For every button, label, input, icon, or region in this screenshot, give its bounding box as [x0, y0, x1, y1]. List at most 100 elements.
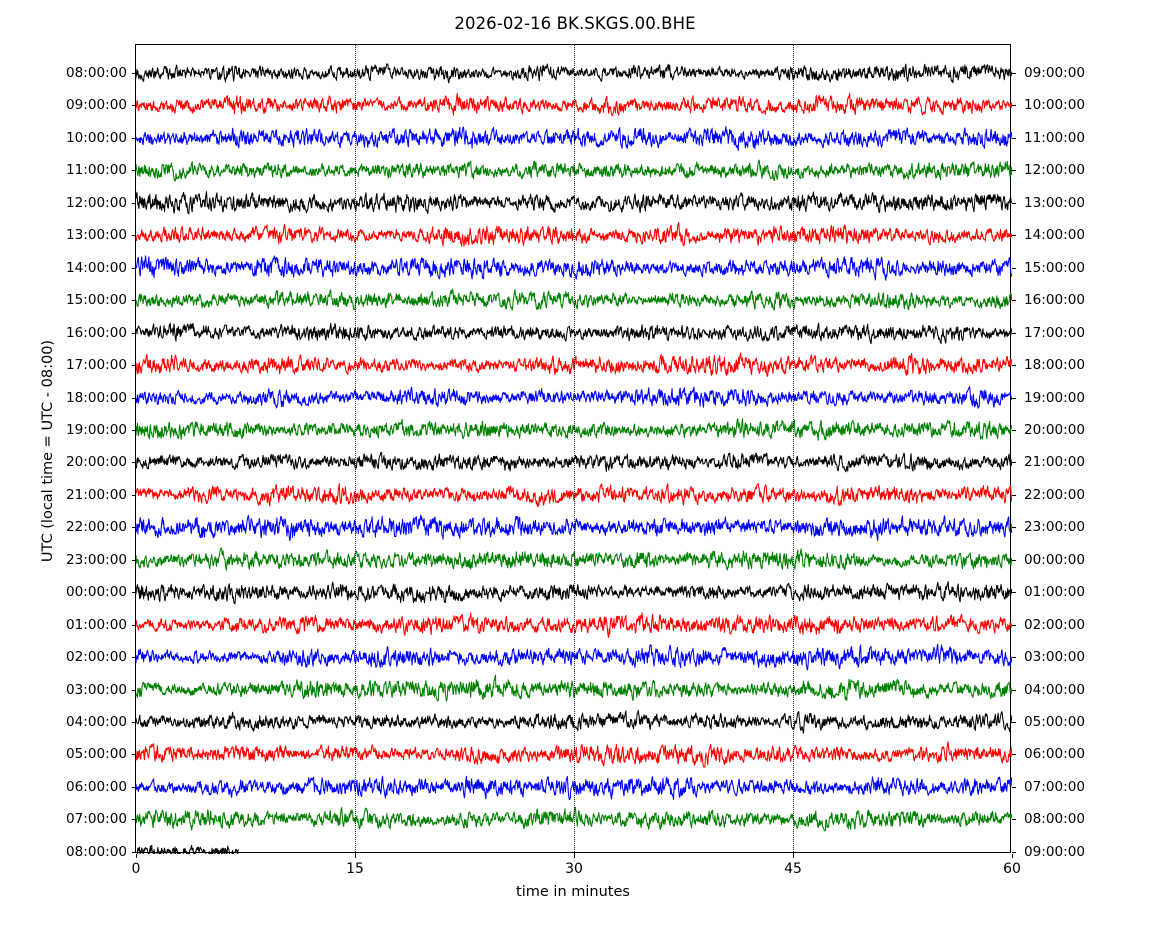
y-tick-label-left: 15:00:00 — [65, 292, 127, 309]
y-tick-label-right: 12:00:00 — [1024, 162, 1086, 179]
y-tick-mark-left — [132, 559, 136, 561]
y-tick-label-right: 06:00:00 — [1024, 746, 1086, 763]
y-tick-label-left: 01:00:00 — [65, 616, 127, 633]
y-tick-label-right: 05:00:00 — [1024, 714, 1086, 730]
x-tick-label: 0 — [131, 861, 141, 877]
y-tick-label-left: 14:00:00 — [65, 259, 127, 276]
y-tick-mark-right — [1012, 819, 1016, 821]
y-tick-mark-right — [1012, 786, 1016, 788]
y-tick-mark-right — [1012, 689, 1016, 691]
y-tick-label-left: 16:00:00 — [65, 324, 127, 341]
y-tick-label-right: 01:00:00 — [1024, 584, 1086, 601]
y-tick-label-right: 14:00:00 — [1024, 227, 1086, 244]
y-tick-label-left: 13:00:00 — [65, 227, 127, 244]
y-tick-mark-left — [132, 786, 136, 788]
y-tick-mark-right — [1012, 170, 1016, 172]
y-tick-mark-left — [132, 754, 136, 756]
y-tick-label-right: 11:00:00 — [1024, 129, 1086, 146]
y-tick-mark-right — [1012, 429, 1016, 431]
y-tick-label-left: 08:00:00 — [65, 843, 127, 860]
y-tick-label-right: 03:00:00 — [1024, 649, 1086, 666]
y-tick-label-left: 05:00:00 — [65, 746, 127, 763]
y-tick-mark-right — [1012, 527, 1016, 529]
x-tick-label: 60 — [1003, 861, 1021, 877]
y-tick-mark-left — [132, 689, 136, 691]
y-tick-mark-right — [1012, 332, 1016, 334]
y-tick-mark-left — [132, 170, 136, 172]
y-tick-label-right: 07:00:00 — [1024, 778, 1086, 795]
y-tick-label-right: 02:00:00 — [1024, 616, 1086, 633]
y-tick-label-right: 22:00:00 — [1024, 486, 1086, 503]
y-tick-label-right: 18:00:00 — [1024, 357, 1086, 374]
y-tick-label-left: 00:00:00 — [65, 584, 127, 601]
y-tick-mark-right — [1012, 494, 1016, 496]
y-tick-mark-left — [132, 462, 136, 464]
y-tick-mark-left — [132, 365, 136, 367]
y-tick-label-right: 13:00:00 — [1024, 194, 1086, 211]
trace-line — [136, 844, 239, 854]
y-tick-mark-left — [132, 494, 136, 496]
y-tick-label-right: 16:00:00 — [1024, 292, 1086, 309]
y-tick-mark-left — [132, 527, 136, 529]
y-tick-mark-left — [132, 819, 136, 821]
y-tick-label-left: 12:00:00 — [65, 194, 127, 211]
y-tick-label-right: 15:00:00 — [1024, 259, 1086, 276]
x-tick-label: 30 — [565, 861, 583, 877]
y-tick-label-left: 17:00:00 — [65, 357, 127, 374]
y-tick-mark-left — [132, 73, 136, 74]
x-tick-mark — [574, 854, 575, 858]
y-tick-label-left: 23:00:00 — [65, 551, 127, 568]
x-gridline — [793, 45, 794, 854]
page-title: 2026-02-16 BK.SKGS.00.BHE — [454, 14, 696, 33]
y-tick-mark-right — [1012, 300, 1016, 302]
y-tick-mark-right — [1012, 267, 1016, 269]
y-tick-mark-right — [1012, 624, 1016, 626]
x-tick-mark — [793, 854, 794, 858]
y-tick-mark-right — [1012, 397, 1016, 399]
y-tick-mark-left — [132, 657, 136, 659]
y-tick-mark-left — [132, 429, 136, 431]
y-tick-label-left: 19:00:00 — [65, 421, 127, 438]
y-tick-label-left: 21:00:00 — [65, 486, 127, 503]
y-tick-label-left: 07:00:00 — [65, 811, 127, 828]
y-tick-label-right: 04:00:00 — [1024, 681, 1086, 698]
y-tick-label-left: 22:00:00 — [65, 519, 127, 536]
y-tick-mark-right — [1012, 851, 1016, 853]
x-tick-mark — [136, 854, 137, 858]
x-tick-label: 45 — [784, 861, 802, 877]
y-tick-label-left: 09:00:00 — [65, 97, 127, 114]
y-tick-label-right: 17:00:00 — [1024, 324, 1086, 341]
x-gridline — [355, 45, 356, 854]
y-tick-mark-right — [1012, 657, 1016, 659]
y-tick-label-left: 08:00:00 — [65, 65, 127, 81]
y-tick-mark-left — [132, 332, 136, 334]
y-tick-label-right: 20:00:00 — [1024, 421, 1086, 438]
y-tick-mark-right — [1012, 73, 1016, 74]
y-tick-label-left: 02:00:00 — [65, 649, 127, 666]
y-tick-mark-right — [1012, 722, 1016, 723]
y-tick-mark-left — [132, 592, 136, 594]
y-tick-mark-left — [132, 300, 136, 302]
y-axis-label: UTC (local time = UTC - 08:00) — [40, 339, 56, 563]
y-tick-label-left: 06:00:00 — [65, 778, 127, 795]
y-tick-mark-left — [132, 397, 136, 399]
y-tick-label-right: 08:00:00 — [1024, 811, 1086, 828]
y-tick-mark-left — [132, 722, 136, 723]
y-tick-label-right: 09:00:00 — [1024, 65, 1086, 81]
y-tick-label-left: 10:00:00 — [65, 129, 127, 146]
y-tick-mark-right — [1012, 105, 1016, 107]
y-tick-label-right: 09:00:00 — [1024, 843, 1086, 860]
y-tick-mark-right — [1012, 137, 1016, 139]
y-tick-mark-right — [1012, 559, 1016, 561]
y-tick-mark-left — [132, 624, 136, 626]
y-tick-mark-left — [132, 105, 136, 107]
y-tick-mark-right — [1012, 235, 1016, 237]
y-tick-mark-left — [132, 137, 136, 139]
y-tick-label-right: 19:00:00 — [1024, 389, 1086, 406]
y-tick-mark-right — [1012, 365, 1016, 367]
y-tick-label-left: 03:00:00 — [65, 681, 127, 698]
x-axis-label: time in minutes — [516, 884, 630, 900]
y-tick-mark-left — [132, 235, 136, 237]
y-tick-mark-right — [1012, 462, 1016, 464]
